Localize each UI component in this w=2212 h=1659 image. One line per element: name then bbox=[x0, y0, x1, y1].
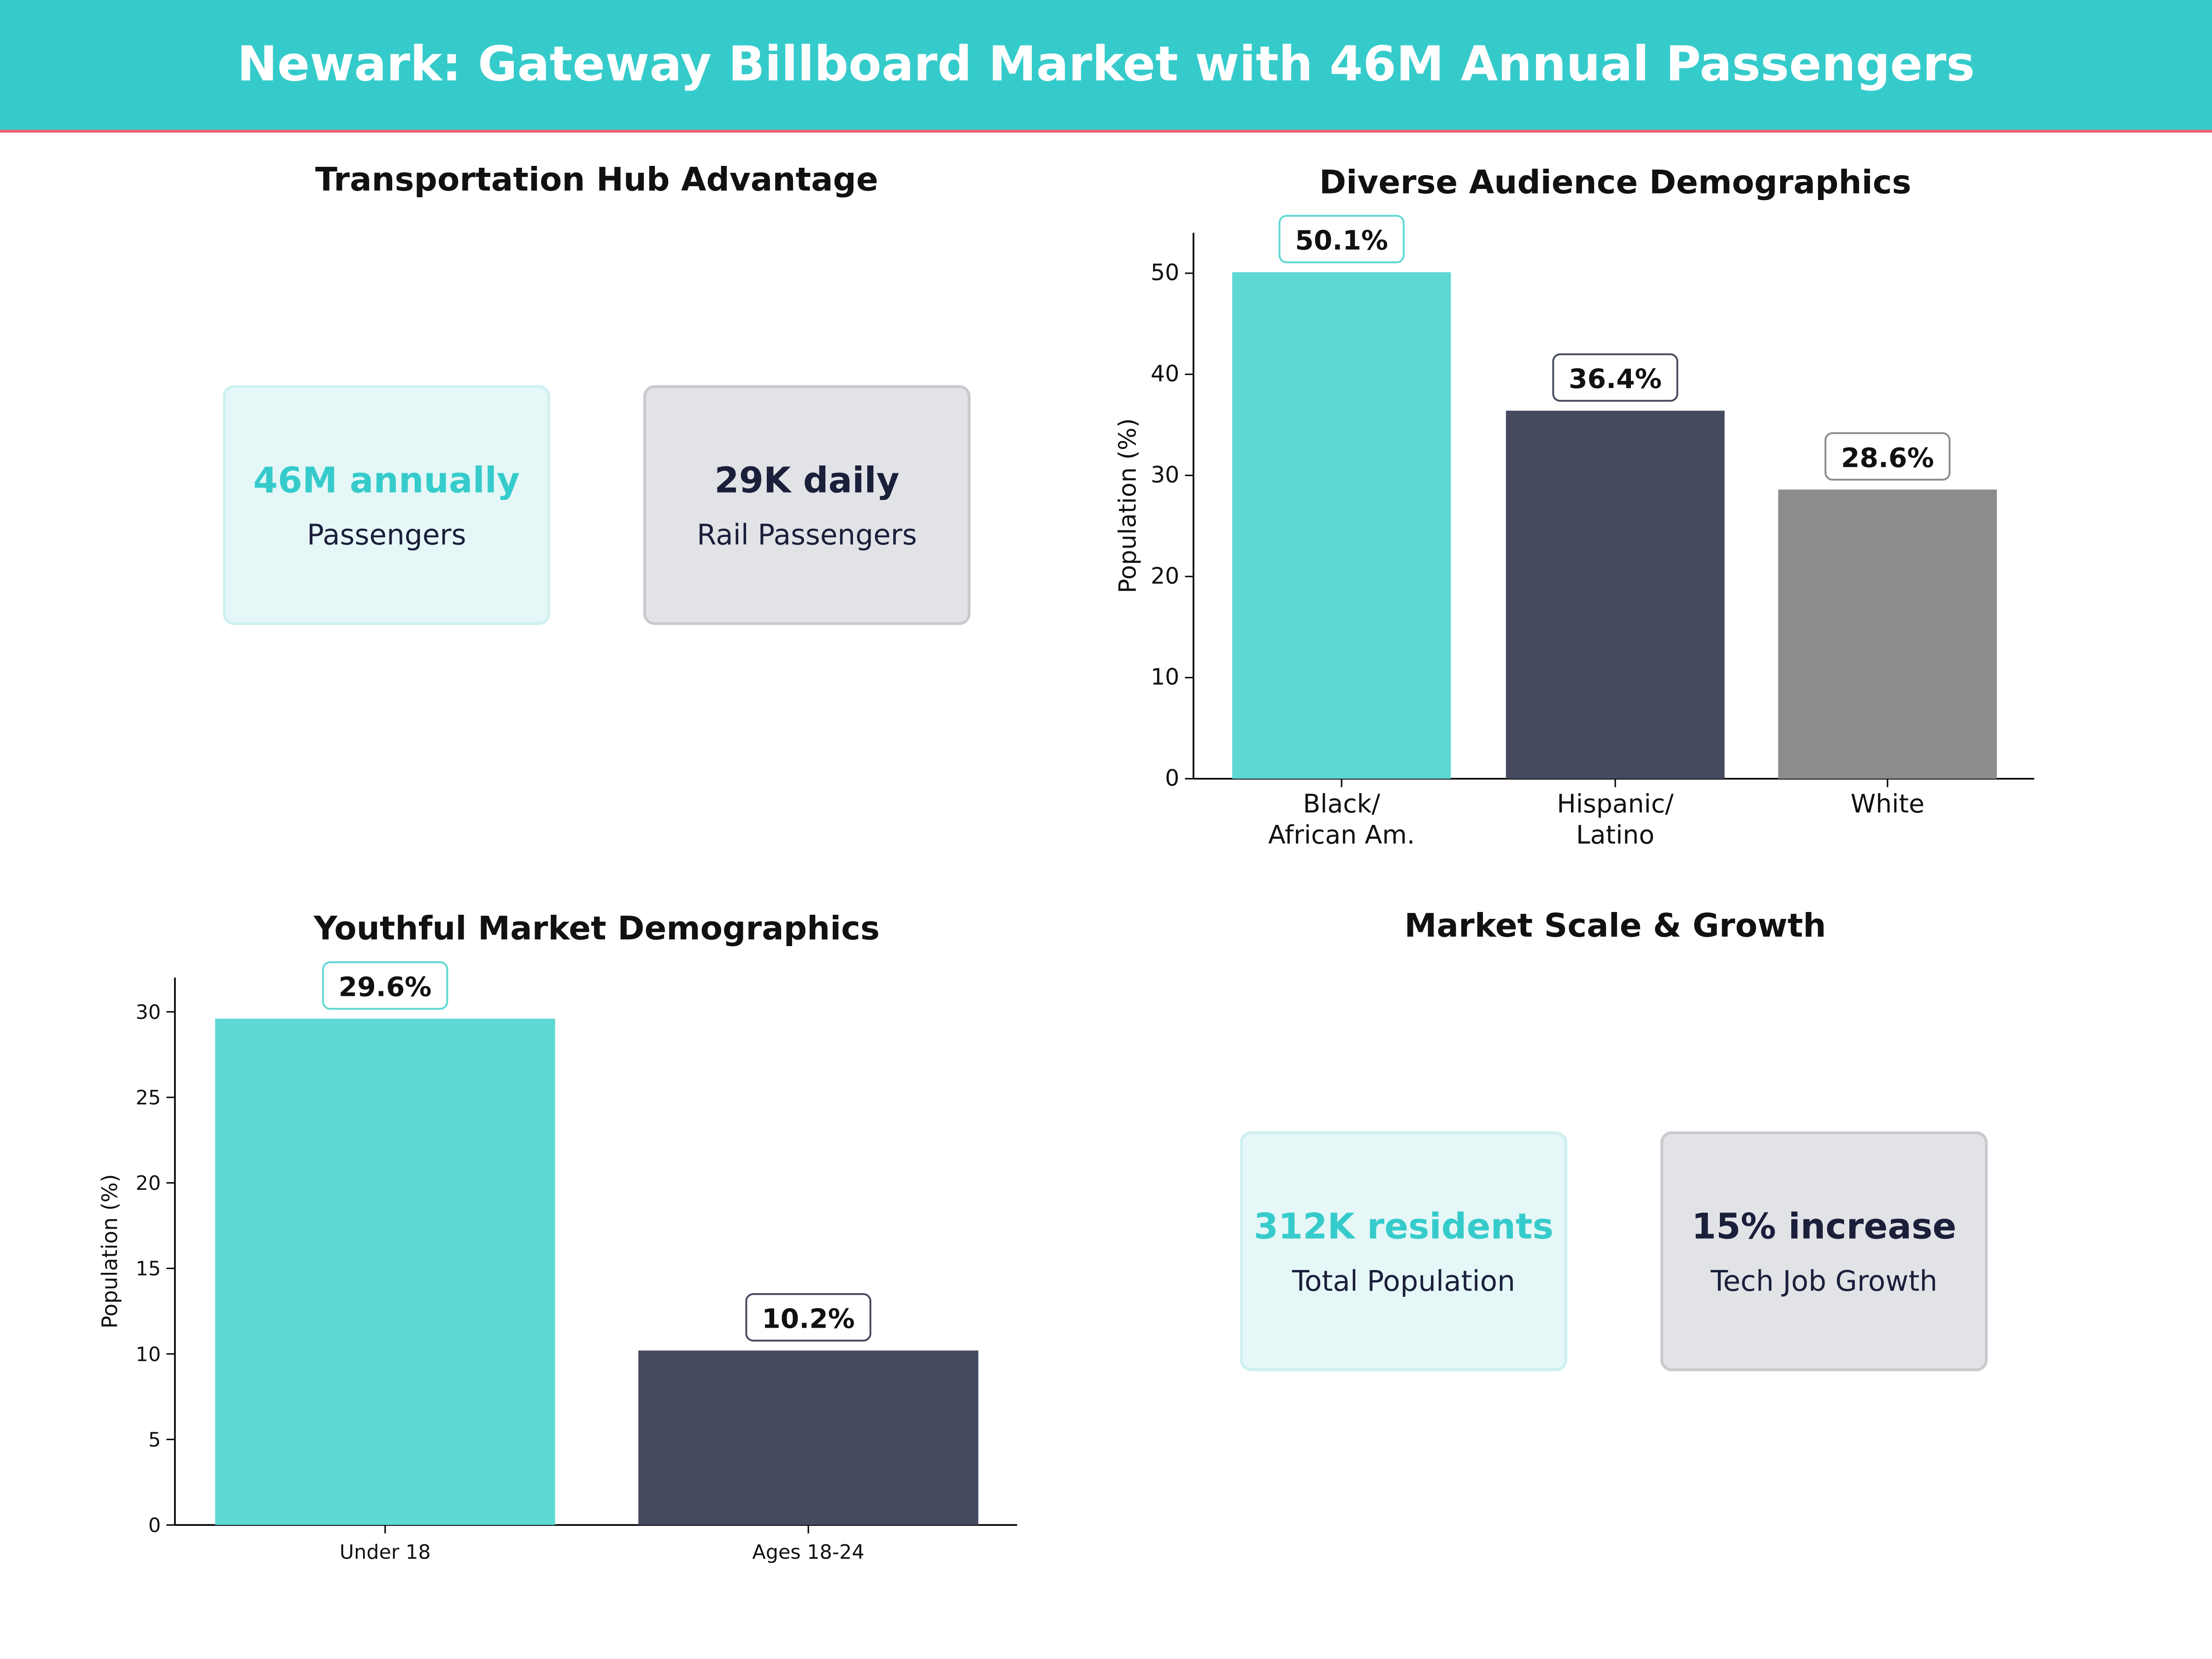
header-banner: Newark: Gateway Billboard Market with 46… bbox=[0, 0, 2212, 133]
data-label-box bbox=[322, 961, 448, 1010]
y-axis-label: Population (%) bbox=[1114, 418, 1141, 593]
card-value: 15% increase bbox=[1691, 1205, 1957, 1247]
y-tick-label: 20 bbox=[1151, 563, 1179, 589]
x-tick-line: Hispanic/ bbox=[1557, 789, 1674, 818]
chart-title: Youthful Market Demographics bbox=[313, 910, 880, 947]
x-tick-line: Under 18 bbox=[340, 1541, 431, 1564]
data-label: 36.4% bbox=[1569, 363, 1662, 394]
chart-1: Diverse Audience Demographics 0 10 20 30 40 50… bbox=[1114, 163, 2035, 850]
x-tick-line: Latino bbox=[1576, 820, 1654, 850]
data-label: 29.6% bbox=[339, 971, 432, 1003]
x-tick-label: Under 18 bbox=[340, 1541, 431, 1564]
card-value: 312K residents bbox=[1253, 1205, 1554, 1247]
card-value: 46M annually bbox=[253, 459, 520, 500]
data-label-box bbox=[1278, 215, 1405, 264]
x-tick-label: Ages 18-24 bbox=[752, 1541, 864, 1564]
card-label: Tech Job Growth bbox=[1711, 1263, 1938, 1297]
y-axis-label: Population (%) bbox=[97, 1174, 122, 1329]
data-label: 10.2% bbox=[762, 1303, 855, 1335]
x-tick-line: Black/ bbox=[1303, 789, 1380, 818]
y-tick-label: 0 bbox=[1165, 765, 1179, 791]
card-value: 29K daily bbox=[714, 459, 900, 500]
y-tick-label: 15 bbox=[135, 1258, 161, 1281]
bar bbox=[1778, 489, 1997, 779]
bar bbox=[1506, 411, 1725, 779]
x-tick-label: Black/African Am. bbox=[1268, 789, 1415, 849]
y-tick-label: 25 bbox=[135, 1087, 161, 1110]
data-label-box bbox=[745, 1293, 871, 1342]
x-tick-label: White bbox=[1851, 789, 1924, 818]
x-tick-line: White bbox=[1851, 789, 1924, 818]
y-tick-label: 10 bbox=[135, 1343, 161, 1366]
chart-title: Diverse Audience Demographics bbox=[1319, 163, 1912, 201]
y-tick-label: 50 bbox=[1151, 259, 1179, 286]
data-label: 28.6% bbox=[1841, 442, 1934, 473]
y-tick-label: 5 bbox=[148, 1429, 161, 1452]
card-label: Rail Passengers bbox=[697, 517, 917, 551]
card-label: Total Population bbox=[1292, 1263, 1515, 1297]
scale-panel-title: Market Scale & Growth bbox=[1404, 908, 1826, 946]
transport-panel-title: Transportation Hub Advantage bbox=[315, 162, 878, 199]
x-tick-line: Ages 18-24 bbox=[752, 1541, 864, 1564]
bar bbox=[1232, 272, 1451, 779]
chart-2: Youthful Market Demographics 0 5 10 15 20 25 30… bbox=[97, 910, 1018, 1564]
rail-passengers-card: 29K daily Rail Passengers bbox=[643, 385, 971, 625]
passengers-card: 46M annually Passengers bbox=[223, 385, 550, 625]
data-label: 50.1% bbox=[1295, 225, 1388, 256]
y-tick-label: 10 bbox=[1151, 664, 1179, 690]
y-tick-label: 30 bbox=[1151, 462, 1179, 488]
population-card: 312K residents Total Population bbox=[1240, 1131, 1567, 1371]
bar bbox=[215, 1018, 555, 1525]
data-label-box bbox=[1824, 432, 1951, 481]
x-tick-line: African Am. bbox=[1268, 820, 1415, 850]
card-label: Passengers bbox=[306, 517, 466, 551]
page-title: Newark: Gateway Billboard Market with 46… bbox=[237, 36, 1975, 94]
tech-growth-card: 15% increase Tech Job Growth bbox=[1660, 1131, 1988, 1371]
bar bbox=[638, 1350, 978, 1525]
y-tick-label: 40 bbox=[1151, 361, 1179, 387]
y-tick-label: 20 bbox=[135, 1172, 161, 1195]
data-label-box bbox=[1552, 353, 1678, 402]
x-tick-label: Hispanic/Latino bbox=[1557, 789, 1674, 849]
y-tick-label: 0 bbox=[148, 1514, 161, 1537]
y-tick-label: 30 bbox=[135, 1001, 161, 1024]
